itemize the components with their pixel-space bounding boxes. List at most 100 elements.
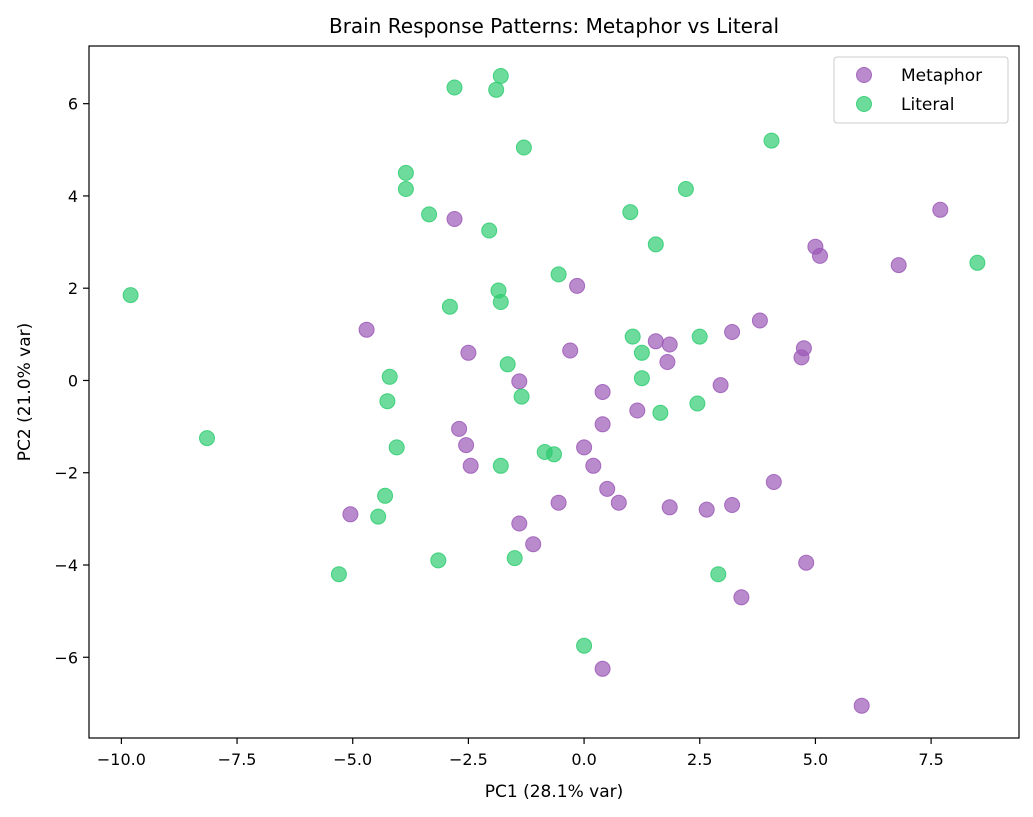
data-point-literal bbox=[421, 206, 438, 223]
data-point-metaphor bbox=[712, 377, 729, 394]
data-point-metaphor bbox=[550, 494, 567, 511]
data-point-metaphor bbox=[511, 373, 528, 390]
data-point-literal bbox=[652, 404, 669, 421]
data-point-literal bbox=[624, 328, 641, 345]
data-point-literal bbox=[199, 430, 215, 447]
y-tick-label: 4 bbox=[68, 187, 78, 206]
data-point-metaphor bbox=[724, 324, 741, 340]
x-tick-label: 7.5 bbox=[918, 750, 943, 769]
data-point-literal bbox=[397, 164, 414, 181]
x-tick-label: 0.0 bbox=[571, 750, 596, 769]
data-point-metaphor bbox=[594, 416, 611, 433]
x-axis: −10.0 −7.5 −5.0 −2.5 0.0 2.5 5.0 7.5 bbox=[97, 738, 944, 769]
chart-title: Brain Response Patterns: Metaphor vs Lit… bbox=[329, 14, 779, 38]
data-point-literal bbox=[430, 552, 447, 569]
data-point-literal bbox=[330, 566, 347, 583]
data-point-metaphor bbox=[569, 277, 586, 294]
x-axis-label: PC1 (28.1% var) bbox=[485, 782, 623, 802]
y-tick-label: −6 bbox=[54, 648, 78, 667]
data-point-metaphor bbox=[594, 660, 611, 677]
legend: Metaphor Literal bbox=[833, 56, 1009, 124]
legend-label-literal: Literal bbox=[901, 95, 954, 115]
data-point-metaphor bbox=[661, 499, 678, 516]
data-point-metaphor bbox=[853, 697, 870, 714]
data-point-literal bbox=[550, 266, 567, 283]
legend-label-metaphor: Metaphor bbox=[901, 66, 982, 86]
data-point-literal bbox=[388, 439, 405, 456]
y-axis: −6 −4 −2 0 2 4 6 bbox=[54, 95, 89, 667]
x-tick-label: −2.5 bbox=[449, 750, 488, 769]
data-point-literal bbox=[397, 181, 414, 197]
data-point-metaphor bbox=[751, 312, 768, 329]
data-point-metaphor bbox=[795, 340, 812, 357]
data-point-literal bbox=[576, 637, 593, 654]
data-point-metaphor bbox=[460, 344, 477, 361]
data-point-metaphor bbox=[733, 589, 750, 606]
y-tick-label: −2 bbox=[54, 464, 78, 483]
data-point-literal bbox=[381, 368, 398, 385]
data-point-literal bbox=[488, 81, 505, 98]
y-tick-label: 0 bbox=[68, 371, 78, 390]
data-point-metaphor bbox=[525, 536, 542, 553]
data-point-metaphor bbox=[446, 211, 463, 227]
data-point-metaphor bbox=[342, 506, 359, 523]
data-point-metaphor bbox=[659, 354, 676, 370]
data-point-literal bbox=[622, 204, 639, 221]
data-point-metaphor bbox=[698, 501, 715, 518]
data-point-literal bbox=[379, 393, 396, 410]
data-point-metaphor bbox=[599, 480, 616, 497]
legend-box bbox=[833, 56, 1009, 124]
data-point-literal bbox=[633, 370, 650, 387]
data-point-literal bbox=[446, 79, 463, 96]
y-tick-label: −4 bbox=[54, 556, 78, 575]
plot-area bbox=[122, 68, 986, 714]
x-tick-label: −5.0 bbox=[333, 750, 372, 769]
y-tick-label: 2 bbox=[68, 279, 78, 298]
data-point-literal bbox=[691, 328, 708, 345]
data-point-literal bbox=[370, 508, 387, 525]
data-point-metaphor bbox=[585, 457, 602, 474]
y-tick-label: 6 bbox=[68, 95, 78, 114]
data-point-metaphor bbox=[511, 515, 528, 532]
data-point-metaphor bbox=[576, 439, 593, 456]
data-point-metaphor bbox=[765, 474, 782, 490]
data-point-literal bbox=[633, 344, 650, 361]
data-point-metaphor bbox=[629, 402, 646, 419]
data-point-literal bbox=[481, 222, 498, 239]
data-point-metaphor bbox=[562, 342, 579, 359]
data-point-literal bbox=[492, 457, 509, 474]
data-point-metaphor bbox=[610, 494, 627, 511]
data-point-metaphor bbox=[358, 321, 375, 338]
data-point-literal bbox=[492, 68, 509, 84]
x-tick-label: 2.5 bbox=[687, 750, 712, 769]
x-tick-label: −10.0 bbox=[97, 750, 146, 769]
data-point-metaphor bbox=[647, 333, 664, 350]
data-point-literal bbox=[763, 132, 780, 149]
data-point-metaphor bbox=[890, 257, 907, 274]
data-point-literal bbox=[499, 356, 516, 373]
data-point-literal bbox=[492, 294, 509, 310]
data-point-literal bbox=[377, 487, 394, 504]
x-tick-label: −7.5 bbox=[218, 750, 257, 769]
data-point-literal bbox=[677, 181, 694, 197]
data-point-literal bbox=[710, 566, 727, 583]
y-axis-label: PC2 (21.0% var) bbox=[15, 323, 35, 461]
legend-marker-literal bbox=[856, 96, 872, 112]
data-point-literal bbox=[506, 550, 523, 567]
data-point-metaphor bbox=[812, 247, 828, 264]
x-tick-label: 5.0 bbox=[803, 750, 828, 769]
data-point-metaphor bbox=[661, 336, 678, 353]
data-point-literal bbox=[969, 254, 986, 271]
data-point-literal bbox=[441, 298, 458, 315]
data-point-metaphor bbox=[724, 497, 741, 513]
axes-frame bbox=[88, 45, 1020, 739]
data-point-metaphor bbox=[451, 420, 468, 437]
data-point-literal bbox=[122, 287, 139, 304]
data-point-metaphor bbox=[458, 437, 475, 454]
data-point-metaphor bbox=[932, 201, 949, 218]
data-point-literal bbox=[515, 139, 532, 156]
legend-marker-metaphor bbox=[856, 67, 872, 83]
data-point-literal bbox=[647, 236, 664, 253]
